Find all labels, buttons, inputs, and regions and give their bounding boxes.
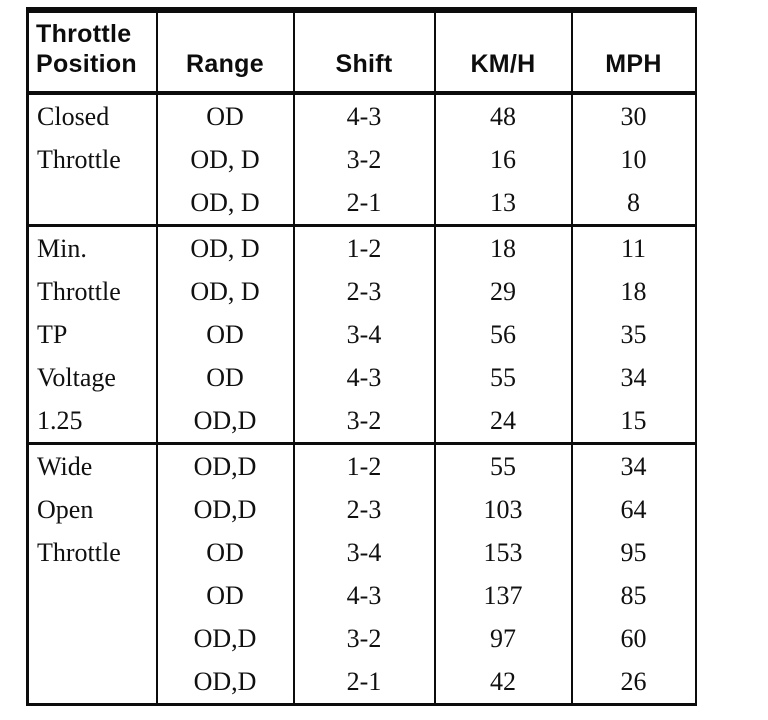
table-row: Throttle OD, D 2-3 29 18 [28, 270, 696, 313]
cell-shift: 1-2 [292, 225, 435, 270]
header-row: Throttle Position Range Shift KM/H MPH [27, 10, 696, 95]
table-row: Throttle OD 3-4 153 95 [28, 531, 696, 574]
cell-mph: 18 [570, 270, 696, 313]
cell-range: OD,D [155, 488, 294, 531]
table-row: OD,D 3-2 97 60 [28, 617, 696, 660]
cell-range: OD, D [155, 181, 294, 226]
table-row: Voltage OD 4-3 55 34 [28, 356, 696, 399]
cell-mph: 60 [570, 617, 696, 660]
cell-range: OD, D [155, 225, 294, 270]
cell-range: OD, D [155, 270, 294, 313]
cell-shift: 4-3 [292, 574, 435, 617]
header-shift: Shift [292, 10, 435, 95]
cell-kmh: 55 [433, 356, 572, 399]
table-row: Min. OD, D 1-2 18 11 [28, 225, 696, 270]
cell-position [28, 574, 157, 617]
cell-kmh: 153 [433, 531, 572, 574]
section-wide-open-throttle: Wide OD,D 1-2 55 34 Open OD,D 2-3 103 64… [27, 443, 696, 705]
cell-shift: 4-3 [292, 356, 435, 399]
table-row: TP OD 3-4 56 35 [28, 313, 696, 356]
cell-kmh: 18 [433, 225, 572, 270]
table-row: 1.25 OD,D 3-2 24 15 [28, 399, 696, 444]
cell-position: Throttle [37, 276, 121, 306]
cell-position: 1.25 [37, 405, 83, 435]
cell-position: TP [37, 319, 68, 349]
cell-shift: 3-4 [292, 313, 435, 356]
cell-kmh: 55 [433, 443, 572, 488]
cell-range: OD [155, 531, 294, 574]
cell-range: OD, D [155, 138, 294, 181]
header-kmh: KM/H [433, 10, 572, 95]
cell-mph: 11 [570, 225, 696, 270]
table-header: Throttle Position Range Shift KM/H MPH [27, 10, 696, 95]
cell-shift: 3-2 [292, 399, 435, 444]
section-closed-throttle: Closed OD 4-3 48 30 Throttle OD, D 3-2 1… [27, 93, 696, 226]
cell-range: OD [155, 93, 294, 138]
cell-shift: 2-1 [292, 660, 435, 705]
table-row: OD, D 2-1 13 8 [28, 181, 696, 226]
cell-mph: 26 [570, 660, 696, 705]
cell-position: Throttle [37, 537, 121, 567]
section-min-throttle: Min. OD, D 1-2 18 11 Throttle OD, D 2-3 … [27, 225, 696, 444]
cell-kmh: 29 [433, 270, 572, 313]
cell-mph: 10 [570, 138, 696, 181]
scanned-page: Throttle Position Range Shift KM/H MPH C… [26, 7, 697, 706]
cell-position: Min. [37, 233, 87, 263]
cell-shift: 2-3 [292, 488, 435, 531]
cell-range: OD [155, 574, 294, 617]
cell-mph: 8 [570, 181, 696, 226]
cell-position: Open [37, 494, 94, 524]
cell-mph: 15 [570, 399, 696, 444]
cell-range: OD,D [155, 660, 294, 705]
cell-mph: 85 [570, 574, 696, 617]
cell-kmh: 103 [433, 488, 572, 531]
cell-kmh: 42 [433, 660, 572, 705]
cell-shift: 3-2 [292, 617, 435, 660]
cell-shift: 4-3 [292, 93, 435, 138]
table-row: Throttle OD, D 3-2 16 10 [28, 138, 696, 181]
cell-shift: 2-1 [292, 181, 435, 226]
cell-shift: 1-2 [292, 443, 435, 488]
cell-mph: 30 [570, 93, 696, 138]
cell-position: Voltage [37, 362, 116, 392]
table-row: OD,D 2-1 42 26 [28, 660, 696, 705]
table-row: Closed OD 4-3 48 30 [28, 93, 696, 138]
cell-kmh: 48 [433, 93, 572, 138]
cell-position: Throttle [37, 144, 121, 174]
header-range: Range [155, 10, 294, 95]
cell-range: OD,D [155, 443, 294, 488]
cell-range: OD [155, 313, 294, 356]
cell-range: OD,D [155, 399, 294, 444]
cell-kmh: 56 [433, 313, 572, 356]
cell-mph: 64 [570, 488, 696, 531]
cell-range: OD,D [155, 617, 294, 660]
cell-kmh: 137 [433, 574, 572, 617]
cell-position: Wide [37, 451, 93, 481]
cell-position [28, 181, 157, 226]
header-mph: MPH [570, 10, 696, 95]
cell-shift: 3-2 [292, 138, 435, 181]
cell-kmh: 13 [433, 181, 572, 226]
shift-speed-table: Throttle Position Range Shift KM/H MPH C… [26, 7, 697, 706]
cell-kmh: 97 [433, 617, 572, 660]
cell-mph: 34 [570, 443, 696, 488]
table-row: OD 4-3 137 85 [28, 574, 696, 617]
cell-mph: 35 [570, 313, 696, 356]
cell-kmh: 24 [433, 399, 572, 444]
table-row: Open OD,D 2-3 103 64 [28, 488, 696, 531]
cell-position [28, 660, 157, 705]
cell-shift: 2-3 [292, 270, 435, 313]
cell-shift: 3-4 [292, 531, 435, 574]
cell-position: Closed [37, 101, 110, 131]
table-row: Wide OD,D 1-2 55 34 [28, 443, 696, 488]
cell-mph: 34 [570, 356, 696, 399]
header-throttle-position: Throttle Position [27, 10, 157, 95]
cell-mph: 95 [570, 531, 696, 574]
cell-range: OD [155, 356, 294, 399]
cell-kmh: 16 [433, 138, 572, 181]
cell-position [28, 617, 157, 660]
